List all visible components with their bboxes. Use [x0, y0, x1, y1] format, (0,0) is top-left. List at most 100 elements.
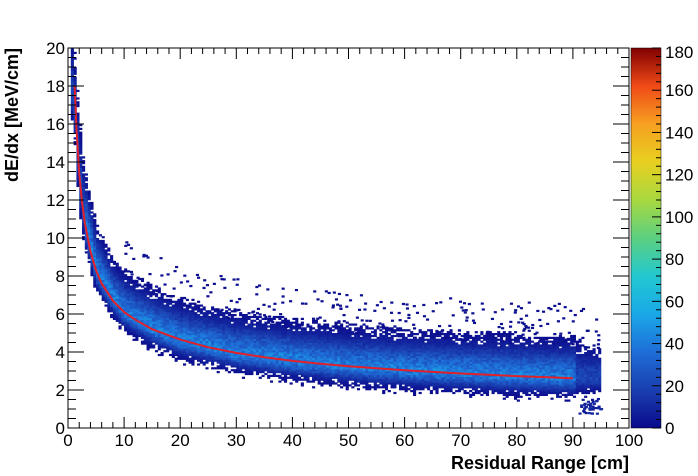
heatmap-cell: [98, 270, 102, 273]
heatmap-cell: [98, 262, 102, 265]
heatmap-cell: [70, 82, 74, 85]
heatmap-cell: [230, 340, 234, 343]
heatmap-cell: [494, 340, 498, 343]
heatmap-cell: [121, 300, 125, 303]
heatmap-cell: [449, 369, 453, 372]
heatmap-cell: [180, 357, 184, 360]
heatmap-cell: [157, 314, 161, 317]
heatmap-cell: [328, 374, 332, 377]
heatmap-cell: [393, 348, 397, 351]
heatmap-cell: [348, 327, 352, 330]
heatmap-cell: [295, 353, 299, 357]
heatmap-cell: [398, 376, 403, 379]
heatmap-cell: [314, 334, 318, 338]
heatmap-cell: [435, 378, 439, 381]
heatmap-cell: [497, 391, 501, 395]
heatmap-cell: [514, 363, 518, 366]
heatmap-cell: [387, 371, 391, 374]
heatmap-cell: [197, 359, 201, 362]
heatmap-cell: [418, 374, 422, 377]
heatmap-cell: [124, 277, 128, 281]
heatmap-cell: [359, 359, 363, 362]
heatmap-cell: [222, 363, 226, 366]
heatmap-cell: [174, 350, 178, 353]
heatmap-cell: [407, 359, 411, 362]
heatmap-cell: [306, 342, 310, 345]
heatmap-cell: [424, 376, 428, 379]
heatmap-cell: [93, 234, 97, 237]
heatmap-cell: [104, 266, 108, 269]
heatmap-cell: [146, 312, 150, 315]
heatmap-cell: [365, 382, 369, 385]
heatmap-cell: [303, 359, 307, 362]
heatmap-cell: [413, 348, 417, 351]
heatmap-cell: [466, 378, 470, 381]
heatmap-cell: [219, 340, 223, 343]
heatmap-cell: [382, 352, 386, 355]
heatmap-cell: [382, 361, 386, 364]
heatmap-cell: [320, 331, 324, 334]
heatmap-cell: [312, 365, 316, 368]
heatmap-cell: [160, 317, 164, 320]
heatmap-cell: [126, 279, 131, 282]
heatmap-cell: [457, 382, 461, 385]
heatmap-cell: [401, 386, 405, 389]
heatmap-cell: [505, 363, 509, 366]
heatmap-cell: [283, 329, 288, 332]
heatmap-cell: [272, 361, 276, 364]
heatmap-cell: [295, 352, 299, 355]
heatmap-cell: [348, 331, 352, 334]
heatmap-cell: [104, 255, 108, 258]
heatmap-cell: [300, 371, 304, 374]
heatmap-cell: [197, 329, 201, 332]
heatmap-cell: [73, 76, 77, 79]
heatmap-cell: [101, 289, 105, 292]
heatmap-cell: [84, 198, 88, 201]
heatmap-cell: [216, 333, 220, 336]
heatmap-cell: [70, 76, 74, 79]
heatmap-cell: [522, 350, 526, 353]
heatmap-cell: [471, 365, 476, 368]
heatmap-cell: [410, 365, 414, 368]
heatmap-cell: [415, 348, 419, 351]
heatmap-cell: [163, 327, 167, 330]
heatmap-cell: [300, 350, 304, 353]
heatmap-cell: [300, 329, 304, 332]
heatmap-cell: [98, 260, 102, 263]
heatmap-cell: [157, 340, 161, 343]
heatmap-cell: [452, 371, 456, 374]
heatmap-cell: [435, 374, 439, 377]
heatmap-cell: [312, 353, 316, 357]
heatmap-cell: [163, 315, 167, 319]
heatmap-cell: [152, 346, 156, 349]
heatmap-cell: [441, 382, 445, 385]
heatmap-cell: [354, 378, 358, 381]
heatmap-cell: [177, 331, 181, 334]
heatmap-cell: [76, 171, 80, 174]
heatmap-cell: [202, 308, 206, 311]
heatmap-cell: [516, 367, 520, 370]
heatmap-cell: [76, 112, 80, 115]
heatmap-cell: [250, 338, 254, 341]
heatmap-cell: [519, 348, 523, 351]
heatmap-cell: [70, 48, 74, 51]
heatmap-cell: [76, 173, 80, 176]
heatmap-cell: [413, 344, 417, 347]
heatmap-cell: [118, 315, 122, 319]
heatmap-cell: [90, 236, 94, 239]
heatmap-cell: [149, 344, 153, 347]
heatmap-cell: [351, 331, 355, 334]
heatmap-cell: [303, 365, 307, 368]
heatmap-cell: [334, 355, 338, 358]
heatmap-cell: [216, 325, 220, 328]
heatmap-cell: [398, 346, 403, 349]
heatmap-cell: [471, 374, 476, 377]
heatmap-cell: [390, 365, 394, 368]
heatmap-cell: [370, 365, 375, 368]
heatmap-cell: [247, 363, 251, 366]
heatmap-cell: [199, 336, 203, 339]
heatmap-cell: [407, 357, 411, 360]
heatmap-cell: [163, 300, 167, 303]
heatmap-cell: [427, 334, 431, 338]
